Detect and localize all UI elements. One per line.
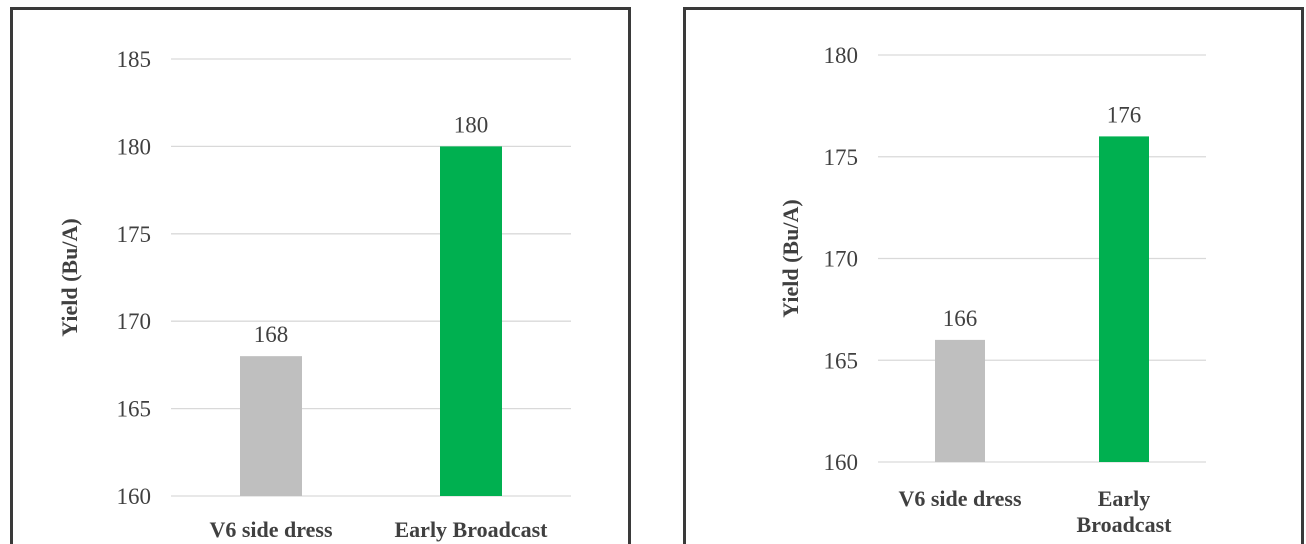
y-tick-label: 165 xyxy=(824,348,859,373)
bar xyxy=(440,146,502,496)
bar xyxy=(240,356,302,496)
chart-panel-right: 160 165 170 175 180 Yield (Bu/A) 166 V6 side dr… xyxy=(683,7,1304,544)
y-tick-label: 160 xyxy=(824,450,859,475)
y-tick-label: 180 xyxy=(824,43,859,68)
bar-chart-left: 160 165 170 175 180 185 Yield (Bu/A) 168 V6 side… xyxy=(57,47,571,542)
bar xyxy=(935,339,985,462)
data-label: 168 xyxy=(254,322,289,347)
category-label: Early Broadcast xyxy=(1077,486,1173,537)
y-tick-label: 180 xyxy=(117,134,152,159)
y-tick-label: 170 xyxy=(117,309,152,334)
data-label: 180 xyxy=(454,112,489,137)
category-label-line: Early Broadcast xyxy=(395,517,549,542)
category-label: V6 side dress xyxy=(898,486,1021,511)
y-tick-label: 185 xyxy=(117,47,152,72)
category-label: Early Broadcast xyxy=(395,517,549,542)
data-label: 176 xyxy=(1107,102,1142,127)
category-label: V6 side dress xyxy=(209,517,332,542)
y-tick-label: 175 xyxy=(824,145,859,170)
bar-chart-right: 160 165 170 175 180 Yield (Bu/A) 166 V6 side dr… xyxy=(778,43,1206,537)
data-label: 166 xyxy=(943,306,978,331)
y-tick-label: 160 xyxy=(117,484,152,509)
y-tick-label: 175 xyxy=(117,222,152,247)
y-axis-title: Yield (Bu/A) xyxy=(57,218,82,336)
category-label-line: Early xyxy=(1098,486,1151,511)
category-label-line: V6 side dress xyxy=(898,486,1021,511)
category-label-line: Broadcast xyxy=(1077,512,1173,537)
bar xyxy=(1099,136,1149,462)
y-tick-label: 170 xyxy=(824,247,859,272)
category-label-line: V6 side dress xyxy=(209,517,332,542)
y-axis-title: Yield (Bu/A) xyxy=(778,199,803,317)
chart-panel-left: 160 165 170 175 180 185 Yield (Bu/A) 168 V6 side… xyxy=(10,7,631,544)
y-tick-label: 165 xyxy=(117,397,152,422)
